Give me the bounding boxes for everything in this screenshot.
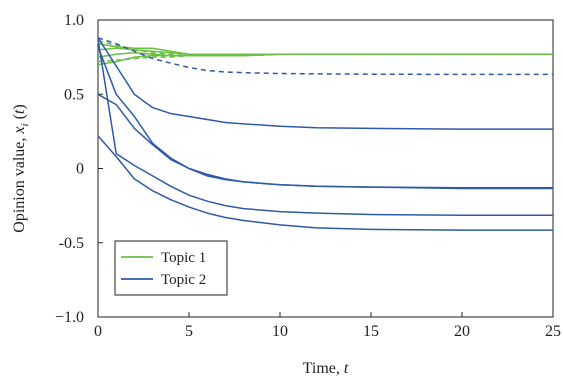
y-axis-title: Opinion value, xi (t): [11, 104, 31, 232]
x-tick-label: 0: [94, 323, 102, 340]
x-tick-label: 5: [185, 323, 193, 340]
series-line-topic2-8: [97, 37, 553, 130]
legend: Topic 1 Topic 2: [114, 240, 228, 296]
x-axis-title: Time, t: [303, 360, 349, 377]
y-ticks: −1.0 -0.5 0 0.5 1.0: [55, 12, 103, 326]
series-line-topic2-9: [97, 46, 553, 190]
x-tick-label: 10: [272, 323, 288, 340]
series-line-topic1-5: [97, 40, 553, 57]
series-line-topic2-11: [97, 39, 553, 217]
y-tick-label: -0.5: [59, 235, 84, 252]
y-tick-label: 0.5: [64, 86, 84, 103]
series-line-topic2-10: [97, 93, 553, 189]
legend-label-topic1: Topic 1: [161, 250, 206, 266]
series-layer: [97, 37, 553, 231]
x-tick-label: 25: [545, 323, 561, 340]
x-tick-label: 20: [454, 323, 470, 340]
legend-label-topic2: Topic 2: [161, 272, 206, 288]
series-line-topic1-6: [97, 53, 553, 63]
series-line-topic2-12: [97, 135, 553, 231]
legend-box: [114, 240, 228, 296]
y-tick-label: −1.0: [55, 309, 84, 326]
y-tick-label: 0: [76, 161, 84, 178]
y-tick-label: 1.0: [64, 12, 84, 29]
x-ticks: 0 5 10 15 20 25: [94, 312, 561, 340]
x-tick-label: 15: [363, 323, 379, 340]
